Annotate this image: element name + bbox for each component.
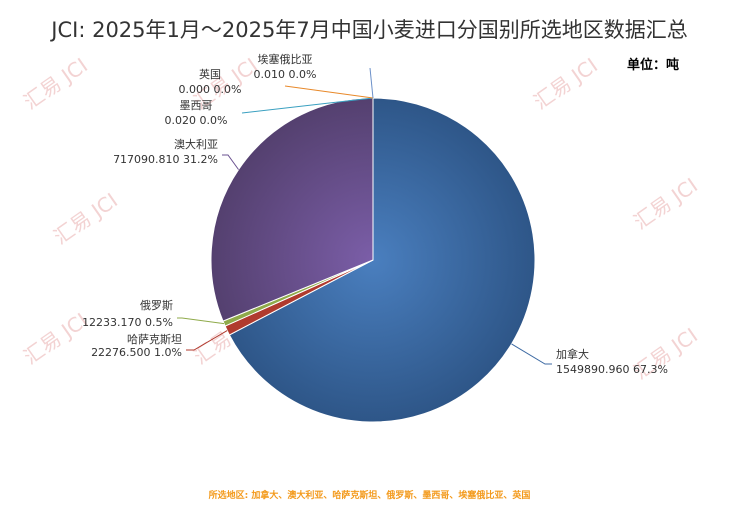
- leader-line-0: [511, 343, 552, 365]
- slice-label-name-2: 俄罗斯: [140, 299, 173, 312]
- slice-label-name-5: 英国: [199, 67, 221, 81]
- watermark-5: 汇易 JCI: [629, 173, 702, 234]
- slice-label-name-4: 墨西哥: [180, 99, 213, 112]
- slice-label-name-0: 加拿大: [556, 347, 589, 361]
- slice-label-value-5: 0.000 0.0%: [179, 83, 242, 96]
- leader-lines: [177, 67, 552, 365]
- slice-label-name-3: 澳大利亚: [174, 137, 218, 151]
- slice-label-value-3: 717090.810 31.2%: [113, 153, 218, 166]
- slice-label-value-4: 0.020 0.0%: [165, 114, 228, 127]
- leader-line-4: [241, 97, 374, 114]
- leader-line-3: [222, 154, 239, 170]
- unit-label: 单位：吨: [626, 58, 679, 73]
- leader-line-2: [177, 317, 225, 325]
- slice-label-name-1: 哈萨克斯坦: [127, 332, 182, 346]
- watermark-6: 汇易 JCI: [19, 308, 92, 369]
- slice-label-value-2: 12233.170 0.5%: [82, 316, 173, 329]
- footer-note: 所选地区: 加拿大、澳大利亚、哈萨克斯坦、俄罗斯、墨西哥、埃塞俄比亚、英国: [208, 491, 531, 501]
- slice-label-value-0: 1549890.960 67.3%: [556, 363, 668, 376]
- slice-label-name-6: 埃塞俄比亚: [258, 52, 313, 66]
- watermark-2: 汇易 JCI: [529, 53, 602, 114]
- pie-slice-0: [228, 97, 536, 423]
- slice-label-value-6: 0.010 0.0%: [254, 68, 317, 81]
- leader-line-1: [186, 330, 228, 351]
- leader-line-5: [284, 85, 374, 99]
- chart-title: JCI: 2025年1月～2025年7月中国小麦进口分国别所选地区数据汇总: [51, 18, 688, 42]
- watermark-0: 汇易 JCI: [19, 53, 92, 114]
- pie-slices: [210, 97, 536, 423]
- watermark-3: 汇易 JCI: [49, 188, 122, 249]
- leader-line-6: [369, 67, 374, 99]
- slice-label-value-1: 22276.500 1.0%: [91, 346, 182, 359]
